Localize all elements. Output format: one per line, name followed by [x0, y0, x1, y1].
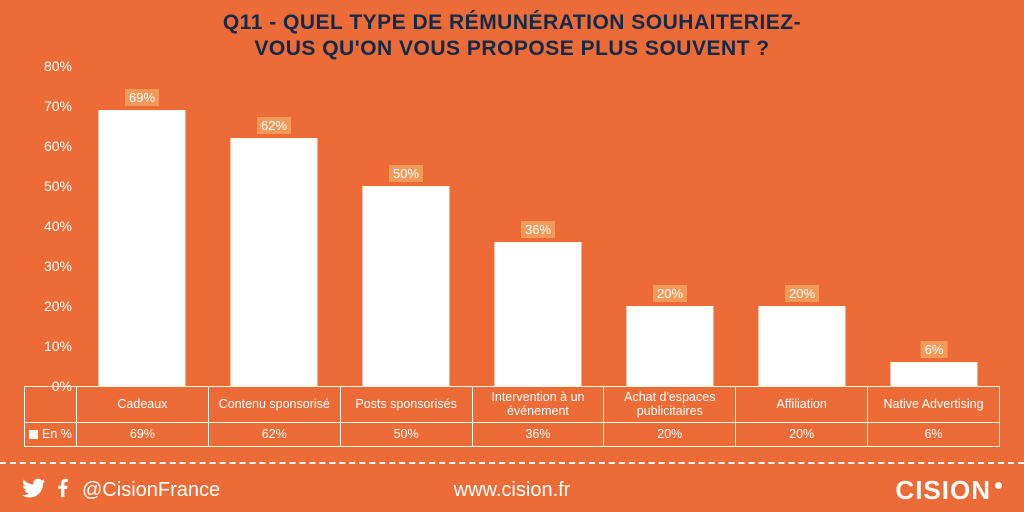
value-cell: 6%: [868, 423, 1000, 447]
bar: [230, 138, 317, 386]
twitter-icon: [22, 476, 46, 505]
data-label: 62%: [257, 117, 291, 134]
category-cell: Posts sponsorisés: [340, 387, 472, 423]
category-cell: Achat d'espaces publicitaires: [604, 387, 736, 423]
legend-swatch-icon: [29, 430, 38, 439]
legend-label: En %: [42, 427, 72, 441]
data-label: 36%: [521, 221, 555, 238]
y-tick: 70%: [24, 98, 72, 114]
y-tick: 80%: [24, 58, 72, 74]
brand-text: CISION: [895, 475, 991, 506]
bar-column: 69%: [76, 66, 208, 386]
data-label: 6%: [921, 341, 948, 358]
y-axis: 0%10%20%30%40%50%60%70%80%: [24, 66, 72, 386]
value-cell: 69%: [77, 423, 209, 447]
value-cell: 36%: [472, 423, 604, 447]
bar-column: 6%: [868, 66, 1000, 386]
category-cell: Contenu sponsorisé: [208, 387, 340, 423]
footer-url: www.cision.fr: [454, 479, 571, 502]
table-corner: [25, 387, 77, 423]
social-handle: @CisionFrance: [82, 479, 220, 502]
data-label: 20%: [785, 285, 819, 302]
data-label: 50%: [389, 165, 423, 182]
bar-column: 20%: [736, 66, 868, 386]
y-tick: 50%: [24, 178, 72, 194]
category-cell: Cadeaux: [77, 387, 209, 423]
bar-column: 20%: [604, 66, 736, 386]
category-cell: Affiliation: [736, 387, 868, 423]
y-tick: 40%: [24, 218, 72, 234]
bar-column: 62%: [208, 66, 340, 386]
title-line-2: VOUS QU'ON VOUS PROPOSE PLUS SOUVENT ?: [0, 36, 1024, 62]
bar: [362, 186, 449, 386]
chart-title: Q11 - QUEL TYPE DE RÉMUNÉRATION SOUHAITE…: [0, 10, 1024, 63]
data-label: 20%: [653, 285, 687, 302]
bar: [494, 242, 581, 386]
chart-canvas: Q11 - QUEL TYPE DE RÉMUNÉRATION SOUHAITE…: [0, 0, 1024, 512]
value-cell: 20%: [604, 423, 736, 447]
bar: [626, 306, 713, 386]
data-label: 69%: [125, 89, 159, 106]
bar-column: 36%: [472, 66, 604, 386]
value-cell: 62%: [208, 423, 340, 447]
plot-area: 0%10%20%30%40%50%60%70%80% 69%62%50%36%2…: [76, 66, 1000, 386]
bars-container: 69% 62% 50% 36% 20% 20% 6%: [76, 66, 1000, 386]
footer: @CisionFrance www.cision.fr CISION: [0, 468, 1024, 512]
bar: [890, 362, 977, 386]
legend-cell: En %: [25, 423, 77, 447]
bar: [98, 110, 185, 386]
y-tick: 30%: [24, 258, 72, 274]
y-tick: 10%: [24, 338, 72, 354]
value-cell: 20%: [736, 423, 868, 447]
category-table: CadeauxContenu sponsoriséPosts sponsoris…: [24, 386, 1000, 447]
bar: [758, 306, 845, 386]
facebook-icon: [52, 477, 74, 504]
category-cell: Intervention à un événement: [472, 387, 604, 423]
bar-column: 50%: [340, 66, 472, 386]
y-tick: 20%: [24, 298, 72, 314]
footer-divider: [0, 462, 1024, 464]
category-cell: Native Advertising: [868, 387, 1000, 423]
y-tick: 60%: [24, 138, 72, 154]
title-line-1: Q11 - QUEL TYPE DE RÉMUNÉRATION SOUHAITE…: [0, 10, 1024, 36]
brand-dot-icon: [995, 482, 1002, 489]
value-cell: 50%: [340, 423, 472, 447]
brand-logo: CISION: [895, 475, 1002, 506]
